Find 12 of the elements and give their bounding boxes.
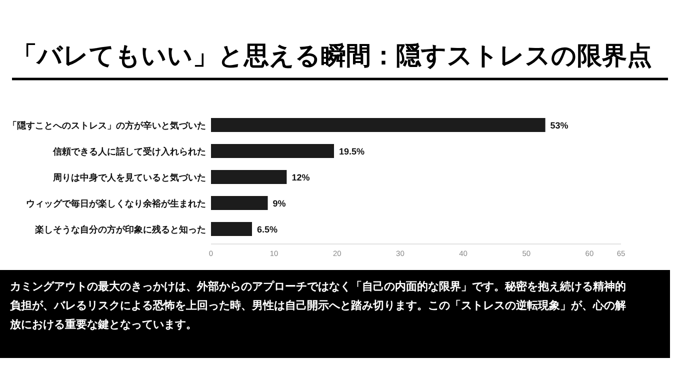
y-tick-label: 周りは中身で人を見ていると気づいた xyxy=(52,172,206,182)
data-label: 6.5% xyxy=(257,224,278,234)
data-label: 9% xyxy=(272,198,286,208)
data-label: 53% xyxy=(550,120,568,130)
data-label: 19.5% xyxy=(339,146,365,156)
y-tick-label: 楽しそうな自分の方が印象に残ると知った xyxy=(34,224,206,234)
data-label: 12% xyxy=(292,172,310,182)
text: カミングアウトの最大のきっかけは、外部からのアプローチではなく「自己の内面的な限界」です。秘密を抱え続ける精神的負担が、バレるリスクによる恐怖を上回った時、男性は自己開示へと踏み切ります。この「ストレスの逆転現象」が、心の解放における重要な鍵となっています。 xyxy=(10,280,627,333)
y-tick-label: 「隠すことへのストレス」の方が辛いと気づいた xyxy=(8,120,206,130)
chart-title: 「バレてもいい」と思える瞬間：隠すストレスの限界点 xyxy=(12,42,652,70)
y-tick-label: 信頼できる人に話して受け入れられた xyxy=(52,146,206,156)
y-tick-label: ウィッグで毎日が楽しくなり余裕が生まれた xyxy=(26,198,206,208)
